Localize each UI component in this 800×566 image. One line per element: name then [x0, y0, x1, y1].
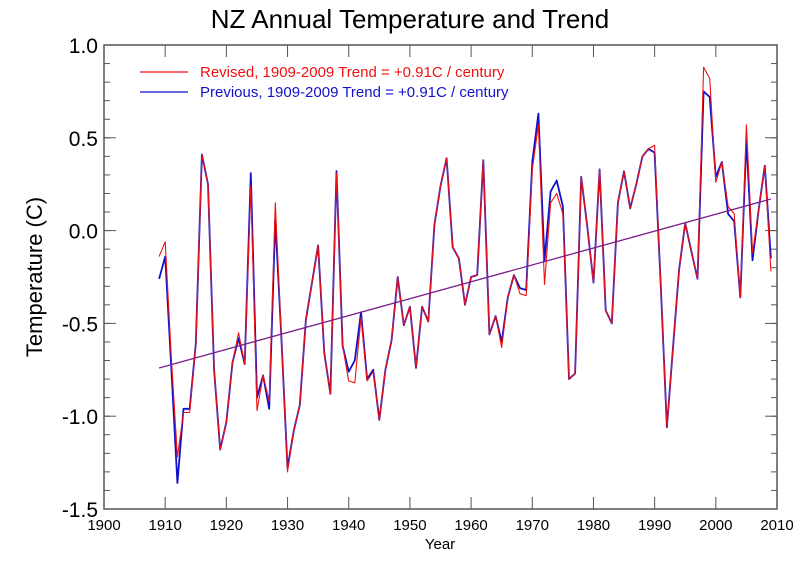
- x-tick-label: 1940: [332, 517, 365, 534]
- x-axis-label: Year: [425, 536, 455, 553]
- y-axis: 1.0 0.5 0.0 -0.5 -1.0 -1.5: [62, 35, 777, 522]
- y-axis-label: Temperature (C): [22, 197, 47, 357]
- x-tick-label: 1900: [87, 517, 120, 534]
- y-tick-label: -1.5: [62, 499, 98, 522]
- y-tick-label: 1.0: [69, 35, 98, 58]
- x-tick-label: 2010: [760, 517, 793, 534]
- series-points-previous: [159, 91, 771, 484]
- series-points-revised: [159, 67, 771, 472]
- legend-label-revised: Revised, 1909-2009 Trend = +0.91C / cent…: [200, 64, 505, 81]
- x-tick-label: 1960: [454, 517, 487, 534]
- trend-line: [158, 198, 772, 369]
- series-layer: [158, 66, 772, 484]
- x-tick-label: 1990: [638, 517, 671, 534]
- x-tick-label: 1970: [516, 517, 549, 534]
- x-tick-label: 1920: [210, 517, 243, 534]
- x-axis: 1900 1910 1920 1930 1940 1950 1960 1970 1980 1990…: [87, 45, 794, 534]
- y-tick-label: -1.0: [62, 406, 98, 429]
- series-line-previous: [158, 90, 772, 484]
- x-tick-label: 1910: [148, 517, 181, 534]
- y-tick-label: 0.0: [69, 221, 98, 244]
- x-tick-label: 1980: [577, 517, 610, 534]
- y-tick-label: 0.5: [69, 128, 98, 151]
- y-tick-label: -0.5: [62, 313, 98, 336]
- x-tick-label: 2000: [699, 517, 732, 534]
- legend: Revised, 1909-2009 Trend = +0.91C / cent…: [140, 64, 509, 101]
- legend-label-previous: Previous, 1909-2009 Trend = +0.91C / cen…: [200, 84, 509, 101]
- x-tick-label: 1950: [393, 517, 426, 534]
- chart-title: NZ Annual Temperature and Trend: [211, 4, 609, 34]
- series-line-revised: [158, 66, 772, 473]
- x-tick-label: 1930: [271, 517, 304, 534]
- plot-frame: [103, 44, 778, 510]
